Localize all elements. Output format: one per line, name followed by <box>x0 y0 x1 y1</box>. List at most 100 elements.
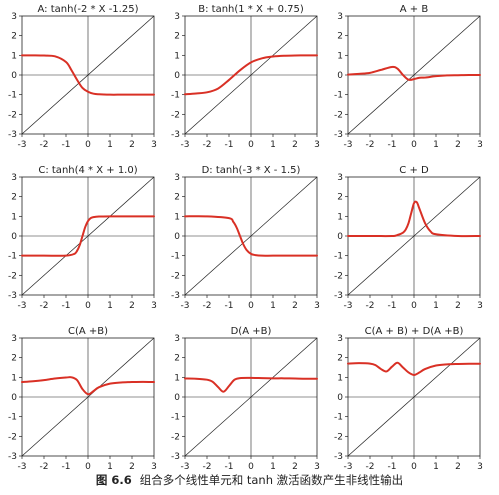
x-tick-label: 0 <box>248 301 254 311</box>
x-tick-label: -2 <box>366 462 375 472</box>
series-line <box>184 54 318 96</box>
y-tick-label: 0 <box>174 393 180 403</box>
x-tick-label: 2 <box>455 301 461 311</box>
x-tick-label: 1 <box>270 462 276 472</box>
x-tick-label: -3 <box>18 462 27 472</box>
y-tick-label: 1 <box>174 373 180 383</box>
x-tick-label: 0 <box>85 462 91 472</box>
x-tick-label: 0 <box>85 140 91 150</box>
x-tick-label: -3 <box>181 140 190 150</box>
x-tick-label: 1 <box>107 140 113 150</box>
y-tick-label: 2 <box>11 193 17 203</box>
x-tick-label: 2 <box>455 140 461 150</box>
y-tick-label: -3 <box>171 291 180 301</box>
y-tick-label: -2 <box>8 271 17 281</box>
series-line <box>184 376 318 393</box>
identity-line <box>184 176 318 296</box>
series-line <box>347 65 481 81</box>
x-tick-label: 1 <box>107 301 113 311</box>
chart-panel-4: C: tanh(4 * X + 1.0) -3 -2 -1 0 1 2 3 -3 -2 -1 0 1 2 3 <box>8 165 157 311</box>
y-tick-label: 2 <box>337 354 343 364</box>
x-tick-label: 1 <box>433 140 439 150</box>
panel-title: A: tanh(-2 * X -1.25) <box>38 4 139 15</box>
series-line <box>347 200 481 238</box>
x-tick-label: -3 <box>18 140 27 150</box>
x-tick-label: -1 <box>62 140 71 150</box>
panel-title: D: tanh(-3 * X - 1.5) <box>202 165 301 176</box>
x-tick-label: -3 <box>18 301 27 311</box>
y-tick-label: 0 <box>337 71 343 81</box>
y-tick-label: 2 <box>337 193 343 203</box>
y-tick-label: -2 <box>171 271 180 281</box>
y-tick-label: 1 <box>11 51 17 61</box>
y-tick-label: -1 <box>171 413 180 423</box>
y-tick-label: 1 <box>174 51 180 61</box>
y-tick-label: 0 <box>11 232 17 242</box>
x-tick-label: 0 <box>411 140 417 150</box>
y-tick-label: 2 <box>11 354 17 364</box>
y-tick-label: 0 <box>174 71 180 81</box>
y-tick-label: 1 <box>174 212 180 222</box>
y-tick-label: -2 <box>8 110 17 120</box>
y-tick-label: 0 <box>337 393 343 403</box>
identity-line <box>347 176 481 296</box>
y-tick-label: -3 <box>8 130 17 140</box>
y-tick-label: 1 <box>337 373 343 383</box>
x-tick-label: -1 <box>225 462 234 472</box>
y-tick-label: -2 <box>171 432 180 442</box>
x-tick-label: -3 <box>344 301 353 311</box>
identity-line <box>347 15 481 135</box>
y-tick-label: 3 <box>174 12 180 22</box>
y-tick-label: 1 <box>11 212 17 222</box>
chart-panel-2: B: tanh(1 * X + 0.75) -3 -2 -1 0 1 2 3 -3 -2 -1 0 1 2… <box>171 4 320 150</box>
series-line <box>21 54 155 96</box>
x-tick-label: 2 <box>129 140 135 150</box>
x-tick-label: -2 <box>366 140 375 150</box>
identity-line <box>21 337 155 457</box>
x-tick-label: 0 <box>85 301 91 311</box>
y-tick-label: 3 <box>337 334 343 344</box>
y-tick-label: 3 <box>174 334 180 344</box>
x-tick-label: 1 <box>270 140 276 150</box>
chart-panel-3: A + B -3 -2 -1 0 1 2 3 -3 -2 -1 0 1 2 3 <box>334 4 483 150</box>
x-tick-label: -2 <box>40 462 49 472</box>
y-tick-label: 2 <box>11 32 17 42</box>
y-tick-label: 0 <box>11 393 17 403</box>
x-tick-label: 1 <box>433 462 439 472</box>
x-tick-label: -2 <box>203 301 212 311</box>
x-tick-label: -3 <box>181 301 190 311</box>
x-tick-label: -1 <box>388 462 397 472</box>
x-tick-label: 2 <box>292 140 298 150</box>
y-tick-label: -3 <box>334 130 343 140</box>
y-tick-label: -3 <box>171 130 180 140</box>
panel-title: C(A + B) + D(A +B) <box>365 326 464 337</box>
chart-panel-9: C(A + B) + D(A +B) -3 -2 -1 0 1 2 3 -3 -2 -1 0 1 2 3 <box>334 326 483 472</box>
y-tick-label: 2 <box>174 354 180 364</box>
y-tick-label: -2 <box>334 432 343 442</box>
x-tick-label: 1 <box>107 462 113 472</box>
y-tick-label: 0 <box>11 71 17 81</box>
x-tick-label: 0 <box>411 462 417 472</box>
chart-panel-1: A: tanh(-2 * X -1.25) -3 -2 -1 0 1 2 3 -3 -2 -1 0 1 2… <box>8 4 157 150</box>
y-tick-label: 0 <box>174 232 180 242</box>
x-tick-label: -1 <box>225 140 234 150</box>
y-tick-label: 3 <box>337 173 343 183</box>
y-tick-label: 1 <box>11 373 17 383</box>
x-tick-label: 0 <box>248 462 254 472</box>
x-tick-label: -3 <box>344 140 353 150</box>
y-tick-label: -3 <box>334 291 343 301</box>
y-tick-label: 3 <box>174 173 180 183</box>
y-tick-label: -1 <box>171 91 180 101</box>
y-tick-label: 3 <box>11 334 17 344</box>
identity-line <box>21 176 155 296</box>
y-tick-label: -1 <box>334 91 343 101</box>
x-tick-label: 2 <box>129 301 135 311</box>
x-tick-label: -2 <box>203 140 212 150</box>
x-tick-label: -1 <box>62 462 71 472</box>
y-tick-label: 0 <box>337 232 343 242</box>
x-tick-label: -1 <box>388 140 397 150</box>
y-tick-label: -3 <box>171 452 180 462</box>
y-tick-label: -3 <box>334 452 343 462</box>
y-tick-label: -3 <box>8 291 17 301</box>
